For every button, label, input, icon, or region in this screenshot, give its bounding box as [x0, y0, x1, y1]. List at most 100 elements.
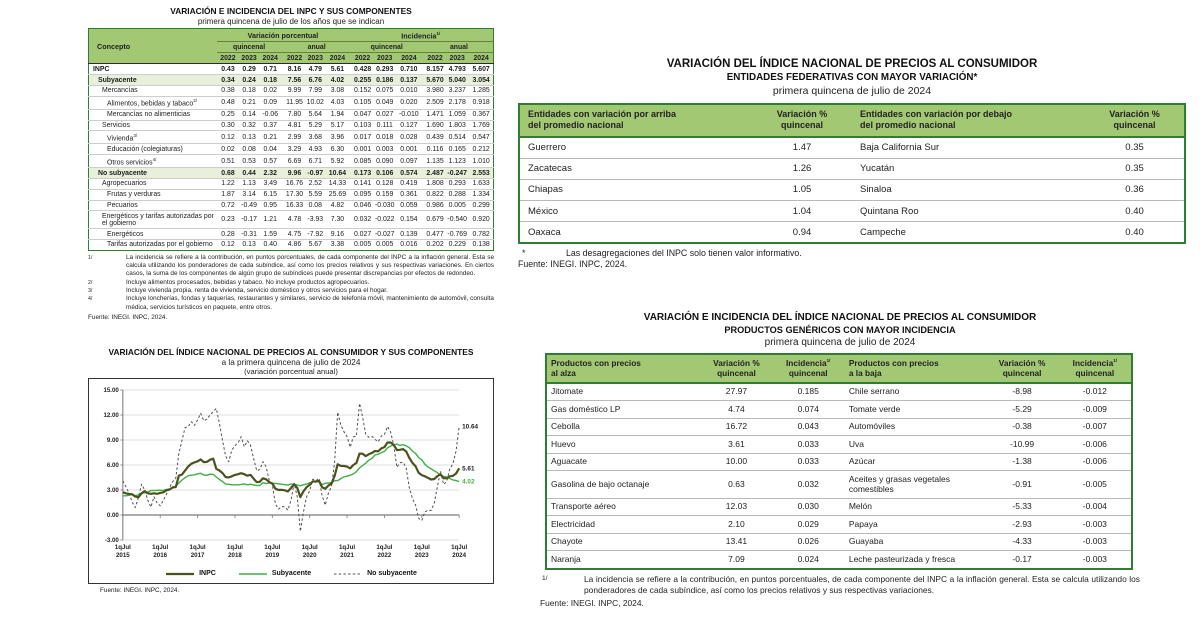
svg-text:1qJul: 1qJul	[264, 544, 280, 551]
value-cell: -0.003	[1082, 553, 1107, 564]
value-cell: 0.075	[372, 85, 397, 97]
product-up-cell: Transporte aéreo	[546, 498, 702, 517]
value-cell: 0.137	[396, 74, 421, 86]
product-row: Naranja 7.09 0.024 Leche pasteurizada y fre…	[546, 551, 1132, 569]
year-header: 2024	[396, 52, 421, 65]
value-cell: 4.03	[326, 96, 349, 110]
product-down-cell: Tomate verde	[844, 400, 986, 419]
value-cell: 0.047	[348, 109, 373, 121]
value-cell: 0.024	[797, 553, 819, 564]
state-above-cell: Guerrero	[519, 136, 753, 159]
value-cell: -0.17	[1012, 553, 1032, 564]
value-cell: 0.020	[396, 96, 421, 110]
value-cell: 3.29	[280, 143, 305, 156]
components-row: INPC 0.43 0.29 0.71 8.16 4.79 5.61 0.428 0.293 0.…	[88, 63, 494, 76]
value-cell: 0.439	[420, 130, 446, 145]
value-cell: 0.361	[396, 189, 421, 201]
value-cell: 0.12	[221, 241, 235, 249]
chart-units-note: (variación porcentual anual)	[244, 367, 338, 376]
svg-text:9.00: 9.00	[107, 437, 120, 444]
value-cell: -10.99	[985, 435, 1059, 454]
concept-cell: Otros servicios4/	[88, 154, 218, 169]
value-cell: 0.010	[396, 85, 421, 97]
value-cell: -0.38	[985, 418, 1059, 437]
value-cell: 1.803	[445, 120, 470, 132]
product-row: Aguacate 10.00 0.033 Azúcar -1.38 -0.006	[546, 453, 1132, 472]
value-cell: 0.419	[396, 178, 421, 190]
svg-text:2020: 2020	[303, 552, 317, 559]
value-cell: -0.005	[1058, 470, 1132, 499]
product-up-cell: Aguacate	[546, 453, 702, 472]
value-cell: 1.135	[420, 154, 446, 169]
states-title: VARIACIÓN DEL ÍNDICE NACIONAL DE PRECIOS…	[666, 58, 1038, 70]
footnote: 3/Incluye vivienda propia, renta de vivi…	[88, 287, 388, 295]
value-cell: -8.98	[985, 382, 1059, 402]
state-row: Oaxaca 0.94 Campeche 0.40	[519, 222, 1185, 244]
concept-cell: Frutas y verduras	[88, 189, 218, 201]
value-cell: 1.808	[420, 178, 446, 190]
incidence-header: Incidencia1/quincenal	[771, 354, 845, 384]
value-cell: 5.61	[326, 63, 349, 76]
concept-cell: Servicios	[88, 120, 218, 132]
value-cell: 0.185	[771, 382, 845, 402]
svg-text:0.00: 0.00	[107, 512, 120, 519]
products-up-header: Productos con precios al alza	[546, 354, 702, 384]
inflation-line-chart: 15.00 12.00 9.00 6.00 3.00 0.00 -3.00 1qJul 2015…	[88, 378, 494, 584]
states-section: VARIACIÓN DEL ÍNDICE NACIONAL DE PRECIOS…	[518, 58, 1186, 269]
state-above-cell: Oaxaca	[528, 226, 561, 238]
year-header: 2023	[372, 52, 397, 65]
components-row: Agropecuarios 1.22 1.13 3.49 16.76 2.52 14.33 0…	[88, 178, 494, 190]
value-cell: 0.154	[396, 210, 421, 230]
value-cell: 3.96	[326, 130, 349, 145]
value-cell: 9.96	[280, 167, 305, 180]
value-cell: 7.30	[326, 210, 349, 230]
product-down-cell: Aceites y grasas vegetales comestibles	[844, 470, 986, 499]
value-cell: 0.44	[238, 167, 260, 180]
components-row: Educación (colegiaturas) 0.02 0.08 0.04 3.29…	[88, 143, 494, 156]
chart-plot: 15.0012.009.006.003.000.00-3.001qJul2015…	[103, 387, 478, 559]
value-cell: 16.72	[701, 418, 772, 437]
subyacente-end-label: 4.02	[462, 479, 475, 486]
products-subtitle: PRODUCTOS GENÉRICOS CON MAYOR INCIDENCIA	[724, 325, 956, 335]
value-cell: 6.15	[259, 189, 281, 201]
components-row: Subyacente 0.34 0.24 0.18 7.56 6.76 4.02 0.255 0…	[88, 74, 494, 86]
products-title: VARIACIÓN E INCIDENCIA DEL ÍNDICE NACION…	[643, 312, 1037, 323]
no-subyacente-end-label: 10.64	[462, 423, 478, 430]
concept-cell: Mercancías no alimenticias	[88, 109, 218, 121]
value-cell: 27.97	[701, 382, 772, 402]
svg-text:3.00: 3.00	[107, 487, 120, 494]
chart-section: VARIACIÓN DEL ÍNDICE NACIONAL DE PRECIOS…	[88, 347, 494, 594]
value-cell: 0.128	[372, 178, 397, 190]
product-up-cell: Electricidad	[546, 515, 702, 534]
states-below-header: Entidades con variación por debajo del pr…	[851, 104, 1086, 138]
value-cell: 0.48	[217, 96, 239, 110]
state-above-cell: Chiapas	[519, 179, 753, 202]
product-up-cell: Naranja	[551, 553, 581, 564]
value-cell: 7.56	[280, 74, 305, 86]
value-cell: 0.35	[1085, 136, 1185, 159]
svg-text:2018: 2018	[228, 552, 242, 559]
svg-text:1qJul: 1qJul	[302, 544, 318, 551]
state-row: Zacatecas 1.26 Yucatán 0.35	[519, 158, 1185, 180]
value-cell: 0.32	[238, 120, 260, 132]
product-up-cell: Cebolla	[546, 418, 702, 437]
components-row: Pecuarios 0.72 -0.49 0.95 16.33 0.08 4.82 0.046…	[88, 200, 494, 212]
value-cell: 0.37	[259, 120, 281, 132]
incidence-header: Incidencia1/quincenal	[1058, 354, 1132, 384]
svg-text:2015: 2015	[116, 552, 130, 559]
value-cell: 0.001	[348, 143, 373, 156]
value-cell: 0.35	[1085, 158, 1185, 180]
year-header: 2022	[217, 52, 239, 65]
year-header: 2023	[238, 52, 260, 65]
value-cell: 25.69	[326, 189, 349, 201]
products-header-row: Productos con precios al alza Variación %…	[546, 354, 1132, 384]
svg-text:1qJul: 1qJul	[339, 544, 355, 551]
value-cell: 0.202	[426, 241, 444, 249]
states-header-row: Entidades con variación por arriba del pr…	[519, 104, 1185, 138]
components-row: Energéticos y tarifas autorizadas por el…	[88, 210, 494, 230]
value-cell: 1.633	[469, 178, 494, 190]
chart-title: VARIACIÓN DEL ÍNDICE NACIONAL DE PRECIOS…	[108, 347, 474, 357]
product-down-cell: Leche pasteurizada y fresca	[848, 553, 956, 564]
value-cell: 1.05	[752, 179, 852, 202]
value-cell: 1.94	[326, 109, 349, 121]
